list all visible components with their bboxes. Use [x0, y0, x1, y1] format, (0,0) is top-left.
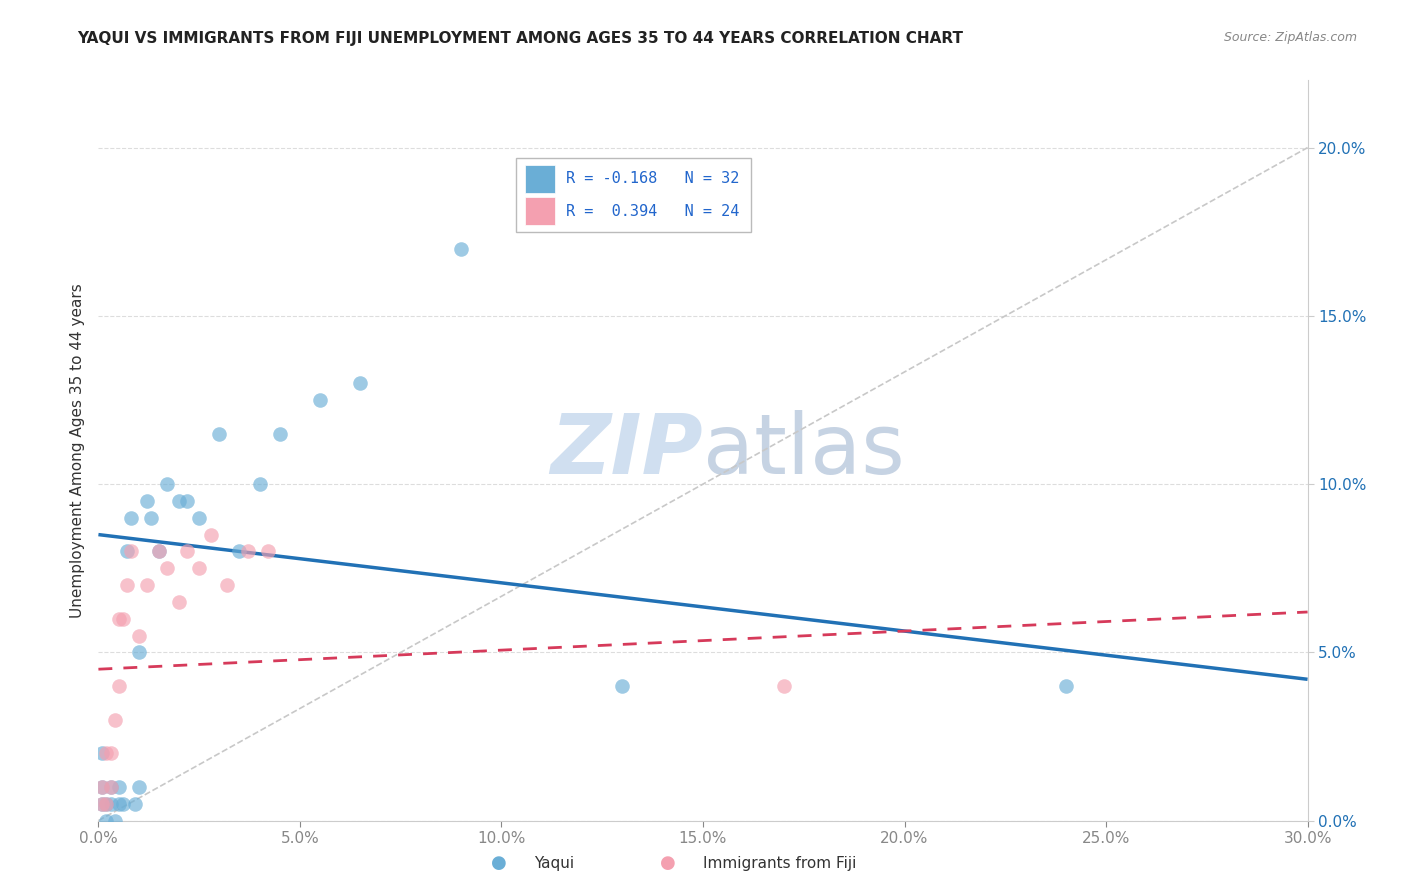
Point	[135, 494, 157, 508]
FancyBboxPatch shape	[516, 158, 751, 232]
Point	[148, 544, 170, 558]
Text: R =  0.394   N = 24: R = 0.394 N = 24	[567, 204, 740, 219]
Point	[111, 612, 134, 626]
Point	[135, 578, 157, 592]
Point	[349, 376, 371, 391]
Point	[96, 747, 118, 761]
Text: ●: ●	[491, 855, 508, 872]
Point	[115, 578, 138, 592]
Point	[156, 477, 179, 491]
Point	[100, 780, 122, 794]
Point	[256, 544, 278, 558]
Point	[309, 392, 332, 407]
Point	[111, 797, 134, 811]
Point	[91, 780, 114, 794]
Point	[96, 797, 118, 811]
Point	[115, 544, 138, 558]
Point	[91, 747, 114, 761]
Point	[96, 797, 118, 811]
Point	[100, 780, 122, 794]
Point	[236, 544, 259, 558]
Point	[120, 510, 142, 524]
Point	[107, 797, 129, 811]
Point	[103, 814, 125, 828]
Point	[156, 561, 179, 575]
Point	[124, 797, 146, 811]
Point	[167, 595, 190, 609]
FancyBboxPatch shape	[526, 165, 555, 193]
Text: ZIP: ZIP	[550, 410, 703, 491]
Point	[269, 426, 291, 441]
Point	[128, 645, 150, 659]
Point	[176, 494, 198, 508]
Point	[107, 612, 129, 626]
Point	[128, 628, 150, 642]
Point	[188, 561, 211, 575]
Point	[107, 780, 129, 794]
Text: R = -0.168   N = 32: R = -0.168 N = 32	[567, 171, 740, 186]
Point	[120, 544, 142, 558]
Point	[91, 797, 114, 811]
Point	[167, 494, 190, 508]
Y-axis label: Unemployment Among Ages 35 to 44 years: Unemployment Among Ages 35 to 44 years	[69, 283, 84, 618]
Point	[148, 544, 170, 558]
Text: atlas: atlas	[703, 410, 904, 491]
Point	[1054, 679, 1077, 693]
Point	[139, 510, 162, 524]
Point	[208, 426, 231, 441]
Point	[100, 797, 122, 811]
Text: YAQUI VS IMMIGRANTS FROM FIJI UNEMPLOYMENT AMONG AGES 35 TO 44 YEARS CORRELATION: YAQUI VS IMMIGRANTS FROM FIJI UNEMPLOYME…	[77, 31, 963, 46]
Point	[91, 780, 114, 794]
Point	[772, 679, 794, 693]
Point	[228, 544, 250, 558]
Text: Yaqui: Yaqui	[534, 856, 575, 871]
Point	[100, 747, 122, 761]
FancyBboxPatch shape	[526, 197, 555, 226]
Point	[450, 242, 472, 256]
Point	[217, 578, 239, 592]
Point	[200, 527, 222, 541]
Point	[107, 679, 129, 693]
Point	[103, 713, 125, 727]
Text: Source: ZipAtlas.com: Source: ZipAtlas.com	[1223, 31, 1357, 45]
Point	[612, 679, 634, 693]
Point	[96, 814, 118, 828]
Text: ●: ●	[659, 855, 676, 872]
Point	[91, 797, 114, 811]
Point	[188, 510, 211, 524]
Point	[249, 477, 271, 491]
Point	[128, 780, 150, 794]
Point	[176, 544, 198, 558]
Text: Immigrants from Fiji: Immigrants from Fiji	[703, 856, 856, 871]
